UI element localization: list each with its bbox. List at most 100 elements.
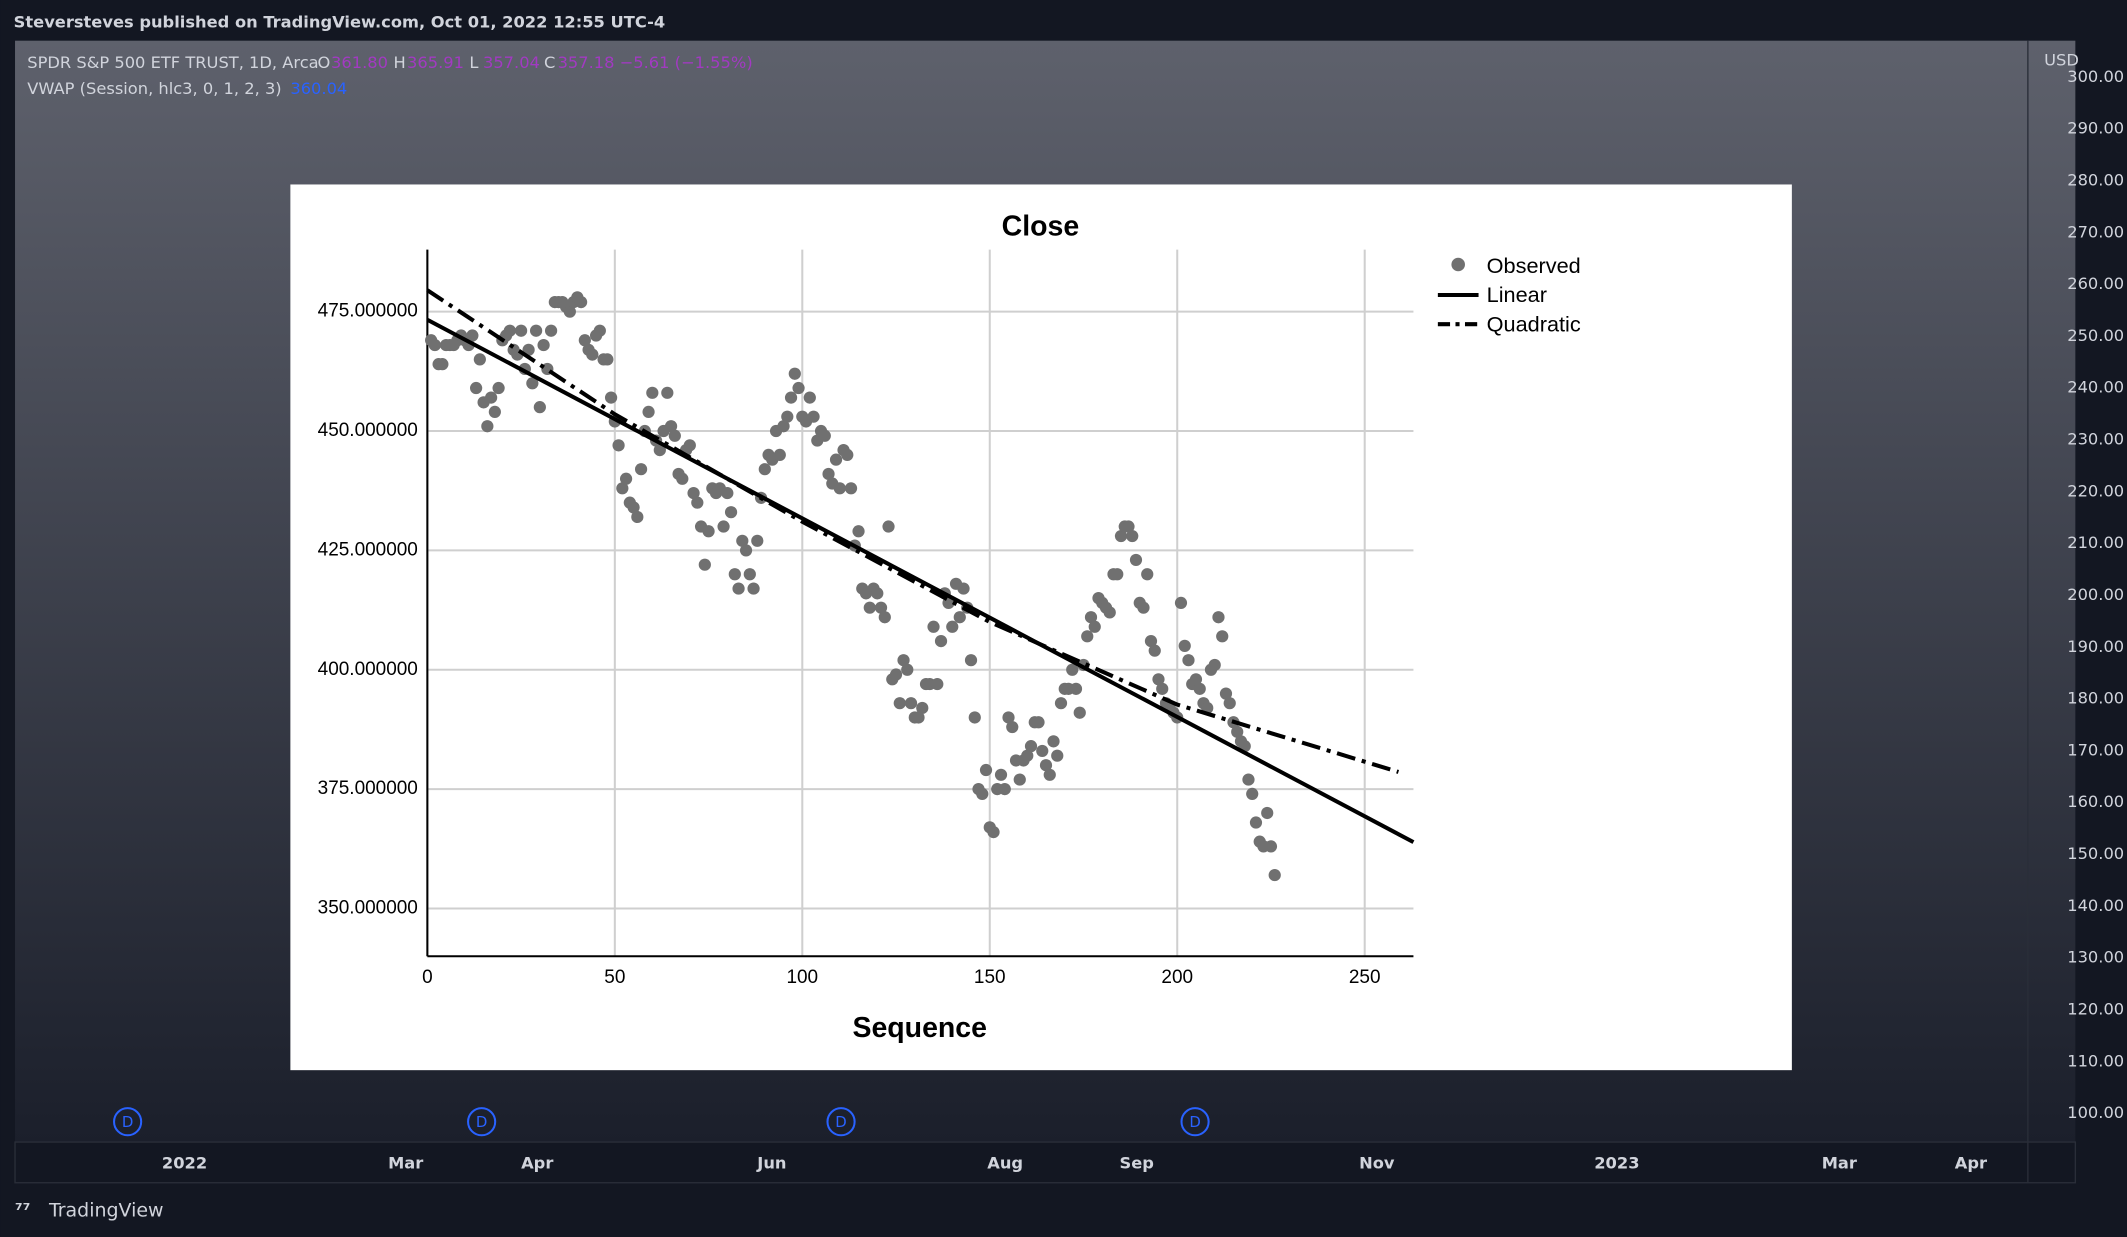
- x-tick-label: 0: [422, 967, 433, 988]
- point: [784, 391, 798, 404]
- point: [743, 568, 756, 581]
- point: [1051, 749, 1064, 762]
- point: [852, 525, 865, 538]
- point: [863, 601, 876, 614]
- point: [732, 582, 745, 595]
- x-tick-label: 200: [1161, 967, 1193, 988]
- point: [987, 825, 1000, 839]
- point: [788, 367, 801, 380]
- x-axis-label: Sequence: [852, 1012, 987, 1044]
- y-tick-label: 425.000000: [318, 539, 418, 560]
- date-label: Sep: [1120, 1153, 1154, 1172]
- point: [717, 520, 730, 533]
- legend-symbol: [1451, 257, 1465, 272]
- point: [807, 410, 820, 423]
- date-label: 2022: [162, 1153, 207, 1172]
- point: [687, 486, 700, 500]
- price-label: 150.00: [2067, 844, 2124, 863]
- legend-label: Observed: [1487, 253, 1581, 278]
- price-label: 180.00: [2067, 689, 2124, 708]
- price-label: 200.00: [2067, 585, 2124, 604]
- point: [586, 348, 599, 361]
- point: [574, 295, 588, 309]
- ohlc-key: C: [544, 53, 555, 72]
- point: [544, 324, 558, 337]
- point: [803, 391, 816, 404]
- point: [1002, 711, 1015, 724]
- point: [616, 482, 629, 495]
- point: [1122, 520, 1135, 533]
- point: [466, 329, 479, 342]
- ohlc-key: O: [318, 53, 331, 72]
- point: [529, 324, 543, 337]
- point: [1193, 682, 1206, 695]
- point: [612, 439, 625, 452]
- point: [994, 768, 1008, 781]
- point: [781, 410, 794, 423]
- date-label: Jun: [756, 1153, 786, 1172]
- x-tick-label: 50: [604, 967, 625, 988]
- point: [537, 338, 550, 352]
- ohlc: O 361.80 H 365.91 L 357.04 C 357.18 −5.61 (−1.5…: [318, 53, 753, 72]
- marker: D: [476, 1113, 487, 1131]
- point: [844, 482, 858, 495]
- point: [1111, 568, 1124, 581]
- point: [841, 448, 854, 461]
- point: [882, 520, 895, 533]
- point: [901, 663, 914, 676]
- point: [1021, 749, 1034, 762]
- price-label: 270.00: [2067, 222, 2124, 241]
- date-label: Mar: [1822, 1153, 1857, 1172]
- price-label: 160.00: [2067, 792, 2124, 811]
- point: [1024, 740, 1038, 753]
- point: [777, 420, 790, 433]
- point: [488, 405, 501, 419]
- point: [601, 353, 614, 366]
- point: [1156, 682, 1169, 695]
- price-label: 230.00: [2067, 430, 2124, 449]
- point: [1141, 568, 1154, 581]
- point: [728, 568, 741, 581]
- point: [1069, 682, 1083, 695]
- price-label: 210.00: [2067, 533, 2124, 552]
- point: [1189, 673, 1203, 686]
- ohlc-value: 357.18 −5.61 (−1.55%): [558, 53, 753, 72]
- point: [1126, 529, 1139, 543]
- point: [593, 324, 606, 337]
- y-tick-label: 475.000000: [318, 301, 418, 322]
- point: [739, 544, 753, 557]
- x-tick-label: 100: [786, 967, 818, 988]
- point: [758, 463, 771, 476]
- header: Steversteves published on TradingView.co…: [14, 13, 666, 32]
- marker-ring: [826, 1107, 856, 1137]
- point: [1174, 596, 1188, 610]
- point: [964, 654, 978, 667]
- point: [503, 324, 516, 337]
- point: [514, 324, 528, 337]
- point: [631, 510, 644, 524]
- ohlc-value: 357.04: [483, 53, 540, 72]
- point: [871, 587, 884, 600]
- ui-axes: 300.00 290.00 280.00 270.00 260.00 250.00 240.…: [113, 67, 2124, 1172]
- ohlc-key: L: [469, 53, 478, 72]
- ohlc-key: H: [393, 53, 405, 72]
- point: [957, 582, 970, 595]
- price-label: 140.00: [2067, 896, 2124, 915]
- point: [829, 453, 843, 466]
- legend-label: Linear: [1487, 282, 1547, 307]
- point: [747, 582, 760, 595]
- point: [1152, 673, 1165, 686]
- point: [1032, 716, 1045, 729]
- point: [627, 501, 640, 514]
- x-tick-label: 250: [1349, 967, 1381, 988]
- point: [683, 439, 696, 452]
- point: [1212, 611, 1225, 624]
- point: [634, 463, 648, 476]
- point: [1054, 697, 1068, 710]
- point: [1066, 663, 1079, 676]
- price-label: 280.00: [2067, 170, 2124, 189]
- point: [934, 634, 948, 648]
- point: [1264, 840, 1278, 853]
- y-tick-label: 450.000000: [318, 420, 418, 441]
- point: [642, 405, 655, 419]
